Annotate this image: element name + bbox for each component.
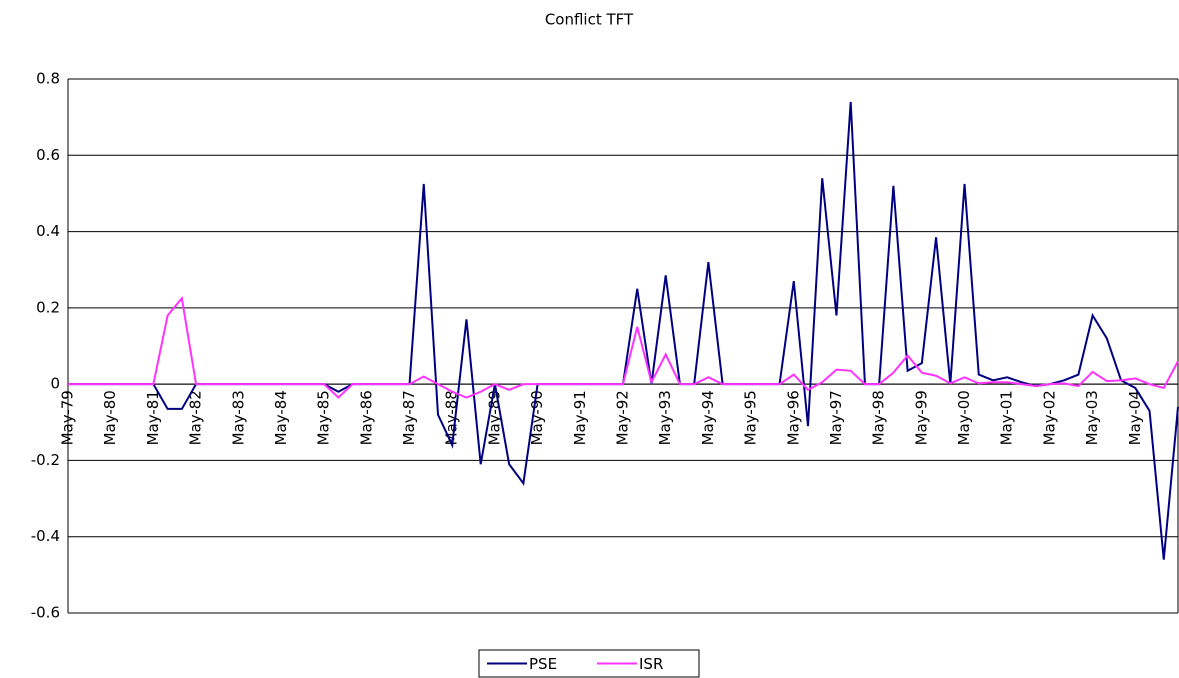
y-tick-label: -0.6: [31, 604, 60, 622]
x-tick-label: May-79: [59, 390, 77, 445]
x-tick-label: May-80: [101, 390, 119, 445]
x-tick-label: May-02: [1040, 390, 1058, 445]
x-tick-label: May-81: [144, 390, 162, 445]
y-tick-label: -0.4: [31, 527, 60, 545]
x-tick-label: May-94: [699, 390, 717, 445]
x-tick-label: May-03: [1083, 390, 1101, 445]
line-series: [68, 295, 1179, 399]
legend-label: PSE: [529, 655, 557, 673]
x-tick-label: May-93: [656, 390, 674, 445]
x-tick-label: May-95: [742, 390, 760, 445]
y-tick-label: 0: [50, 375, 60, 393]
y-tick-label: 0.2: [36, 298, 60, 316]
x-tick-label: May-82: [187, 390, 205, 445]
y-tick-label: -0.2: [31, 451, 60, 469]
x-tick-label: May-86: [357, 390, 375, 445]
x-tick-label: May-92: [614, 390, 632, 445]
x-tick-label: May-90: [528, 390, 546, 445]
y-tick-label: 0.8: [36, 70, 60, 88]
x-tick-label: May-97: [827, 390, 845, 445]
x-tick-label: May-85: [315, 390, 333, 445]
x-tick-label: May-04: [1126, 390, 1144, 445]
x-tick-label: May-00: [955, 390, 973, 445]
x-tick-label: May-91: [571, 390, 589, 445]
x-tick-label: May-98: [870, 390, 888, 445]
line-series: [68, 101, 1179, 560]
chart-title: Conflict TFT: [545, 11, 634, 29]
x-tick-label: May-96: [784, 390, 802, 445]
x-tick-label: May-01: [998, 390, 1016, 445]
y-tick-label: 0.6: [36, 146, 60, 164]
legend-label: ISR: [639, 655, 663, 673]
x-tick-label: May-83: [229, 390, 247, 445]
x-tick-label: May-87: [400, 390, 418, 445]
x-tick-label: May-99: [912, 390, 930, 445]
x-tick-label: May-84: [272, 390, 290, 445]
y-tick-label: 0.4: [36, 222, 60, 240]
